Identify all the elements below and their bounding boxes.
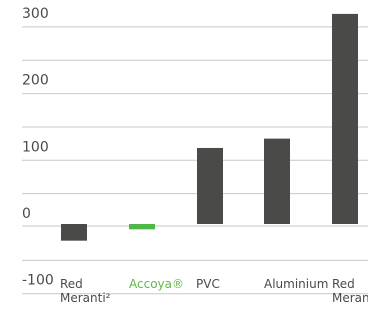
bar-pvc xyxy=(197,147,223,224)
category-label: Red Meranti² xyxy=(60,277,111,305)
bar-red-meranti xyxy=(61,224,87,241)
category-label: PVC xyxy=(196,277,220,291)
bars xyxy=(61,13,358,241)
grid-lines xyxy=(22,26,368,295)
category-label: Aluminium xyxy=(264,277,328,291)
y-tick-label: 100 xyxy=(22,139,49,155)
y-tick-label: 200 xyxy=(22,73,49,89)
y-tick-label: 300 xyxy=(22,6,49,22)
bar-accoya xyxy=(129,224,155,230)
bar-red-meranti xyxy=(332,13,358,224)
y-tick-label: 0 xyxy=(22,206,31,222)
y-tick-label: -100 xyxy=(22,273,54,289)
y-axis-tick-labels: 300 200 100 0 -100 xyxy=(22,6,54,289)
category-label: Accoya® xyxy=(129,277,184,291)
bar-aluminium xyxy=(264,138,290,224)
